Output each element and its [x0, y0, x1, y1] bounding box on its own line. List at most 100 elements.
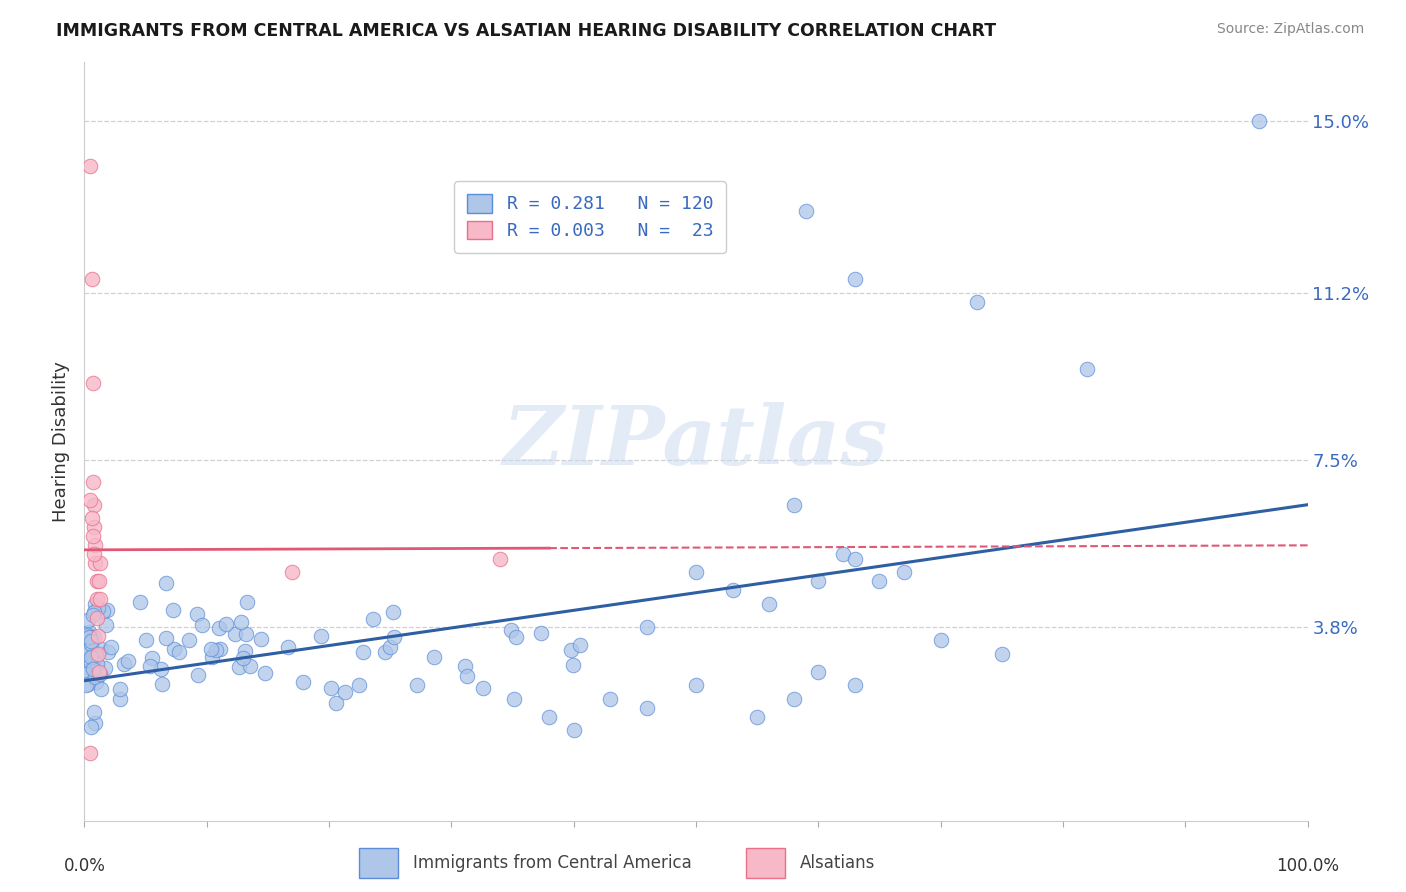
Point — [79, 159, 101, 173]
Point — [187, 668, 209, 682]
Point — [747, 710, 769, 724]
Point — [84, 670, 107, 684]
Point — [82, 529, 104, 543]
Point — [80, 637, 103, 651]
Point — [163, 642, 186, 657]
Point — [249, 632, 271, 647]
Point — [82, 475, 104, 490]
Point — [422, 650, 444, 665]
Point — [321, 681, 343, 695]
Point — [80, 720, 103, 734]
Point — [224, 627, 246, 641]
Point — [844, 552, 866, 566]
Point — [929, 633, 952, 648]
Bar — [747, 848, 785, 878]
Point — [530, 625, 553, 640]
Point — [96, 603, 118, 617]
Point — [236, 594, 259, 608]
Point — [807, 574, 830, 589]
Point — [560, 642, 582, 657]
Point — [277, 640, 299, 655]
Point — [844, 678, 866, 692]
Point — [89, 666, 111, 681]
Point — [82, 649, 104, 664]
Point — [90, 682, 112, 697]
Point — [89, 557, 111, 571]
Point — [80, 272, 103, 286]
Point — [112, 657, 135, 672]
Text: 100.0%: 100.0% — [1277, 856, 1339, 875]
Point — [75, 678, 97, 692]
Point — [77, 640, 100, 655]
Text: Alsatians: Alsatians — [800, 854, 876, 872]
Point — [758, 597, 780, 611]
Point — [150, 676, 173, 690]
Point — [79, 624, 101, 639]
Point — [167, 645, 190, 659]
Point — [231, 615, 253, 630]
Y-axis label: Hearing Disability: Hearing Disability — [52, 361, 70, 522]
Point — [141, 651, 163, 665]
Point — [86, 610, 108, 624]
Point — [89, 592, 111, 607]
Point — [77, 677, 100, 691]
Point — [201, 650, 224, 665]
Point — [97, 645, 120, 659]
Point — [80, 649, 103, 664]
Point — [205, 643, 228, 657]
Point — [352, 645, 374, 659]
Point — [87, 574, 110, 589]
Point — [79, 630, 101, 644]
Point — [783, 498, 806, 512]
Point — [75, 628, 97, 642]
Point — [108, 681, 131, 696]
Point — [361, 611, 384, 625]
Point — [86, 592, 108, 607]
Point — [636, 619, 658, 633]
Point — [1076, 362, 1098, 376]
Point — [155, 631, 177, 645]
Point — [208, 621, 231, 635]
Point — [374, 644, 396, 658]
Point — [82, 660, 104, 674]
Point — [569, 638, 592, 652]
Point — [991, 647, 1014, 661]
Point — [505, 630, 527, 644]
Point — [685, 566, 707, 580]
Point — [685, 678, 707, 692]
Point — [179, 633, 201, 648]
Point — [191, 618, 214, 632]
Point — [333, 684, 356, 698]
Point — [83, 597, 105, 611]
Point — [831, 547, 853, 561]
Point — [100, 640, 122, 654]
Point — [1247, 114, 1270, 128]
Point — [80, 634, 103, 648]
Point — [309, 629, 332, 643]
Point — [239, 658, 262, 673]
Point — [82, 376, 104, 390]
Point — [200, 642, 222, 657]
Point — [844, 272, 866, 286]
Point — [138, 659, 160, 673]
Point — [84, 648, 107, 662]
Point — [93, 660, 115, 674]
Point — [807, 665, 830, 679]
Point — [228, 659, 250, 673]
Point — [87, 647, 110, 661]
Point — [599, 691, 621, 706]
Point — [84, 538, 107, 552]
Point — [232, 651, 254, 665]
Point — [381, 605, 404, 619]
Point — [91, 604, 114, 618]
Point — [75, 664, 97, 678]
Point — [87, 629, 110, 643]
Point — [83, 547, 105, 561]
Text: Immigrants from Central America: Immigrants from Central America — [413, 854, 692, 872]
Point — [405, 678, 427, 692]
Point — [135, 632, 157, 647]
Point — [75, 667, 97, 681]
Point — [108, 691, 131, 706]
Point — [79, 493, 101, 508]
Point — [347, 678, 370, 692]
